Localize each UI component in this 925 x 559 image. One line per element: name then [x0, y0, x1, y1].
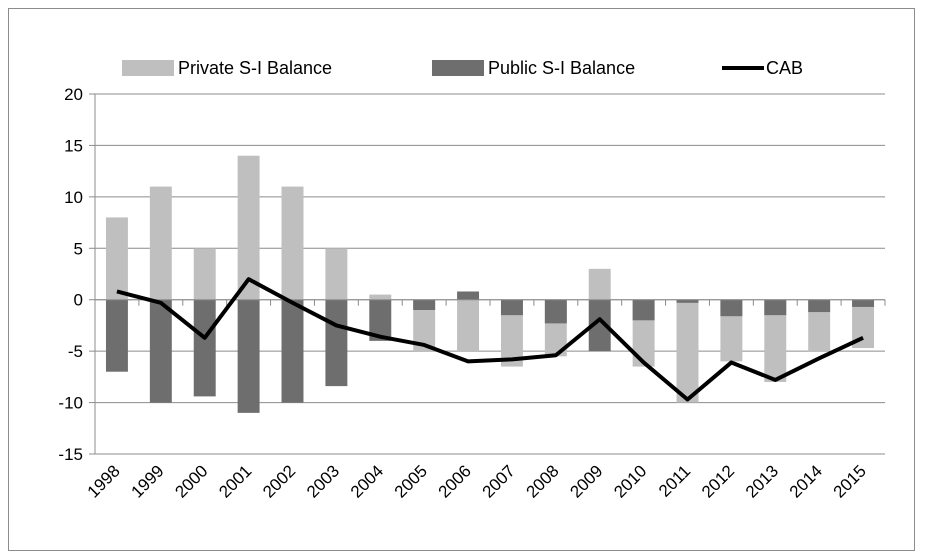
y-tick-label: 20	[64, 85, 83, 104]
private-bar-1998	[105, 217, 128, 300]
x-tick-label: 2007	[479, 461, 519, 501]
legend-label: CAB	[766, 58, 803, 78]
public-bar-2015	[852, 299, 875, 307]
y-tick-label: 0	[74, 291, 83, 310]
public-bars	[105, 291, 875, 413]
public-bar-2001	[237, 299, 260, 413]
y-tick-label: 5	[74, 239, 83, 258]
public-bar-2011	[676, 299, 699, 303]
x-tick-label: 2015	[830, 461, 870, 501]
cab-line	[116, 277, 864, 402]
private-bar-2005	[413, 299, 436, 352]
private-bar-2015	[852, 299, 875, 349]
public-bar-2008	[544, 299, 567, 324]
legend: Private S-I Balance Public S-I Balance CAB	[122, 58, 803, 78]
y-tick-label: 10	[64, 188, 83, 207]
private-bar-2011	[676, 299, 699, 403]
cab-line-series	[116, 277, 864, 402]
private-bar-1999	[149, 186, 172, 300]
private-bar-2002	[281, 186, 304, 300]
x-tick-label: 2012	[698, 461, 738, 501]
y-axis: -15 -10 -5 0 5 10 15 20	[58, 85, 96, 464]
private-bar-2001	[237, 155, 260, 300]
x-tick-label: 2006	[435, 461, 475, 501]
public-bar-2006	[457, 291, 480, 300]
y-tick-label: 15	[64, 136, 83, 155]
x-tick-label: 2001	[215, 461, 255, 501]
legend-label: Private S-I Balance	[178, 58, 332, 78]
x-tick-label: 2013	[742, 461, 782, 501]
x-tick-label: 2004	[347, 461, 387, 501]
private-bar-2006	[457, 299, 480, 352]
public-bar-2014	[808, 299, 831, 313]
private-bar-2014	[808, 299, 831, 352]
private-bars	[105, 155, 875, 403]
public-bar-2013	[764, 299, 787, 316]
private-bar-2003	[325, 248, 348, 300]
x-tick-label: 2005	[391, 461, 431, 501]
x-tick-label: 2009	[566, 461, 606, 501]
x-tick-label: 2010	[610, 461, 650, 501]
legend-swatch	[122, 60, 174, 76]
legend-label: Public S-I Balance	[488, 58, 635, 78]
public-bar-2010	[632, 299, 655, 321]
y-tick-label: -5	[68, 342, 83, 361]
x-tick-label: 2014	[786, 461, 826, 501]
y-tick-label: -10	[58, 394, 83, 413]
private-bar-2000	[193, 248, 216, 300]
x-tick-label: 2003	[303, 461, 343, 501]
legend-swatch	[432, 60, 484, 76]
private-bar-2009	[588, 268, 611, 300]
x-tick-label: 1998	[84, 461, 124, 501]
public-bar-2009	[588, 299, 611, 352]
public-bar-2003	[325, 299, 348, 387]
y-tick-label: -15	[58, 445, 83, 464]
public-bar-2000	[193, 299, 216, 397]
private-bar-2004	[369, 294, 392, 300]
x-tick-label: 2011	[655, 461, 694, 500]
private-bar-2013	[764, 299, 787, 382]
x-tick-label: 2002	[259, 461, 299, 501]
public-bar-2004	[369, 299, 392, 341]
public-bar-1998	[105, 299, 128, 372]
public-bar-1999	[149, 299, 172, 403]
public-bar-2012	[720, 299, 743, 317]
public-bar-2002	[281, 299, 304, 403]
x-tick-label: 1999	[127, 461, 167, 501]
x-tick-label: 2008	[522, 461, 562, 501]
public-bar-2005	[413, 299, 436, 310]
public-bar-2007	[500, 299, 523, 316]
x-tick-label: 2000	[171, 461, 211, 501]
private-bar-2007	[500, 299, 523, 367]
gridlines	[95, 93, 885, 455]
